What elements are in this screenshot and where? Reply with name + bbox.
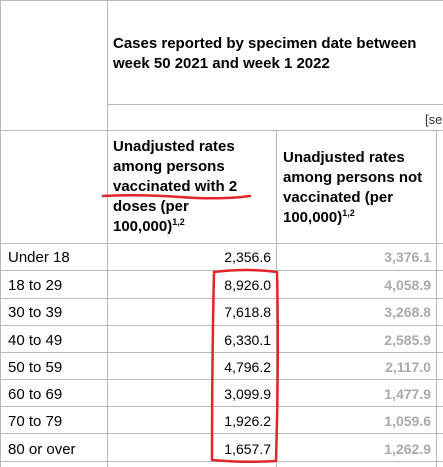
col1-line-1: Unadjusted rates xyxy=(113,138,235,155)
row-divider xyxy=(0,379,443,380)
column-header-unvaccinated: Unadjusted rates among persons not vacci… xyxy=(283,148,443,228)
table-row: Under 18 2,356.6 3,376.1 xyxy=(0,245,443,269)
row-divider xyxy=(0,461,443,462)
row-divider xyxy=(0,352,443,353)
vaccinated-rate-cell: 6,330.1 xyxy=(224,332,271,348)
col1-line-3: vaccinated with 2 xyxy=(113,178,238,195)
age-group-cell: 70 to 79 xyxy=(8,413,63,430)
table-title: Cases reported by specimen date between … xyxy=(113,35,417,72)
unvaccinated-rate-cell: 2,585.9 xyxy=(384,332,431,348)
table-row: 50 to 59 4,796.2 2,117.0 xyxy=(0,355,443,379)
unvaccinated-rate-cell: 3,376.1 xyxy=(384,249,431,265)
col2-footnote-ref: 1,2 xyxy=(342,208,355,218)
age-group-cell: 30 to 39 xyxy=(8,304,63,321)
vaccinated-rate-cell: 2,356.6 xyxy=(224,249,271,265)
col1-line-5-text: 100,000) xyxy=(113,218,173,235)
unvaccinated-rate-cell: 4,058.9 xyxy=(384,277,431,293)
table-row: 18 to 29 8,926.0 4,058.9 xyxy=(0,273,443,297)
unvaccinated-rate-cell: 1,262.9 xyxy=(384,441,431,457)
age-group-cell: 18 to 29 xyxy=(8,277,63,294)
table-border-left xyxy=(0,0,1,467)
column-header-vaccinated: Unadjusted rates among persons vaccinate… xyxy=(113,137,273,237)
col1-line-2: among persons xyxy=(113,158,225,175)
row-divider xyxy=(0,298,443,299)
age-group-cell: 40 to 49 xyxy=(8,332,63,349)
header-divider-1 xyxy=(107,104,443,105)
table-row: 70 to 79 1,926.2 1,059.6 xyxy=(0,409,443,433)
col2-line-3: vaccinated (per xyxy=(283,189,394,206)
age-group-cell: 50 to 59 xyxy=(8,359,63,376)
unvaccinated-rate-cell: 1,059.6 xyxy=(384,413,431,429)
header-divider-2 xyxy=(0,130,443,131)
age-group-cell: 60 to 69 xyxy=(8,386,63,403)
table-border-top xyxy=(0,0,443,1)
unvaccinated-rate-cell: 2,117.0 xyxy=(385,359,431,375)
vaccinated-rate-cell: 7,618.8 xyxy=(224,304,271,320)
vaccinated-rate-cell: 4,796.2 xyxy=(224,359,271,375)
vaccinated-rate-cell: 8,926.0 xyxy=(224,277,271,293)
age-group-cell: 80 or over xyxy=(8,441,76,458)
table-row: 80 or over 1,657.7 1,262.9 xyxy=(0,437,443,461)
truncated-bracket-text: [se xyxy=(425,112,443,127)
col-divider-1 xyxy=(107,0,108,467)
table-row: 60 to 69 3,099.9 1,477.9 xyxy=(0,382,443,406)
age-group-cell: Under 18 xyxy=(8,249,70,266)
header-divider-3 xyxy=(0,243,443,244)
col2-line-2: among persons not xyxy=(283,169,423,186)
vaccinated-rate-cell: 3,099.9 xyxy=(224,386,271,402)
unvaccinated-rate-cell: 1,477.9 xyxy=(384,386,431,402)
col2-line-4-text: 100,000) xyxy=(283,209,343,226)
col1-line-5: 100,000)1,2 xyxy=(113,217,273,237)
col2-line-4: 100,000)1,2 xyxy=(283,208,443,228)
col2-line-1: Unadjusted rates xyxy=(283,149,405,166)
table-row: 30 to 39 7,618.8 3,268.8 xyxy=(0,300,443,324)
table-row: 40 to 49 6,330.1 2,585.9 xyxy=(0,328,443,352)
row-divider xyxy=(0,325,443,326)
row-divider xyxy=(0,406,443,407)
col1-footnote-ref: 1,2 xyxy=(172,217,185,227)
vaccinated-rate-cell: 1,657.7 xyxy=(224,441,271,457)
vaccinated-rate-cell: 1,926.2 xyxy=(224,413,271,429)
col1-line-4: doses (per xyxy=(113,198,189,215)
unvaccinated-rate-cell: 3,268.8 xyxy=(384,304,431,320)
row-divider xyxy=(0,433,443,434)
row-divider xyxy=(0,270,443,271)
